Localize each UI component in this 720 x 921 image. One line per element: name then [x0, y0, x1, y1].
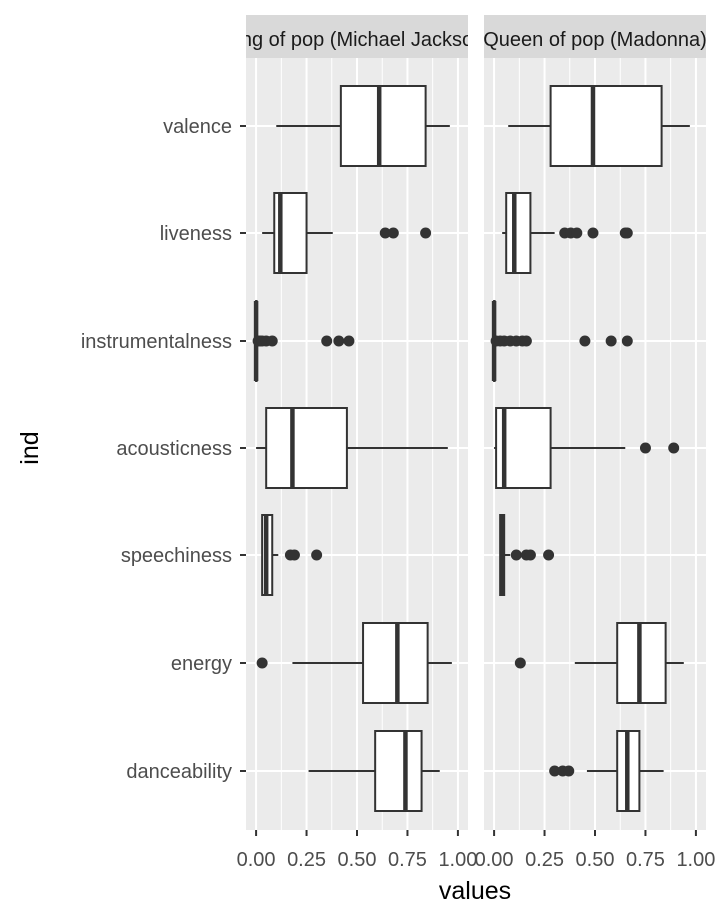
outlier-point [639, 442, 651, 454]
box-energy [514, 622, 684, 704]
facet-strip-label: King of pop (Michael Jackson) [223, 29, 491, 51]
outlier-point [571, 227, 583, 239]
outlier-point [510, 549, 522, 561]
x-tick-label: 0.75 [388, 849, 427, 871]
outlier-point [379, 227, 391, 239]
y-tick-label: danceability [126, 761, 232, 783]
outlier-point [266, 335, 278, 347]
outlier-point [420, 227, 432, 239]
box-speechiness [499, 514, 555, 596]
box-instrumentalness [252, 300, 355, 382]
y-tick-label: speechiness [121, 545, 232, 567]
outlier-point [549, 765, 561, 777]
x-axis-title: values [439, 877, 511, 905]
outlier-point [333, 335, 345, 347]
box-iqr [549, 85, 663, 167]
y-axis: valence liveness instrumentalness acousticn… [81, 116, 246, 783]
box-danceability [308, 730, 440, 812]
x-tick-label: 0.25 [287, 849, 326, 871]
box-liveness [262, 192, 432, 274]
facet-strip [484, 15, 706, 58]
x-tick-label: 0.00 [237, 849, 276, 871]
box-iqr [339, 85, 427, 167]
x-tick-label: 0.50 [576, 849, 615, 871]
outlier-point [621, 335, 633, 347]
outlier-point [256, 657, 268, 669]
box-iqr [505, 192, 532, 274]
box-energy [256, 622, 452, 704]
box-valence [508, 85, 690, 167]
outlier-point [563, 765, 575, 777]
outlier-point [343, 335, 355, 347]
box-valence [276, 85, 450, 167]
box-danceability [549, 730, 664, 812]
x-tick-label: 0.00 [475, 849, 514, 871]
x-tick-label: 0.25 [525, 849, 564, 871]
box-acousticness [494, 407, 680, 489]
outlier-point [543, 549, 555, 561]
outlier-point [520, 335, 532, 347]
outlier-point [288, 549, 300, 561]
x-tick-label: 0.75 [626, 849, 665, 871]
box-acousticness [256, 407, 448, 489]
outlier-point [579, 335, 591, 347]
box-iqr [374, 730, 423, 812]
y-axis-title: ind [16, 431, 44, 464]
y-tick-label: valence [163, 116, 232, 138]
box-speechiness [261, 514, 323, 596]
y-tick-label: energy [171, 653, 232, 675]
x-tick-label: 1.00 [676, 849, 715, 871]
facet-strip [246, 15, 468, 58]
x-tick-label: 0.50 [338, 849, 377, 871]
outlier-point [668, 442, 680, 454]
outlier-point [311, 549, 323, 561]
y-tick-label: acousticness [116, 438, 232, 460]
box-instrumentalness [490, 300, 633, 382]
outlier-point [387, 227, 399, 239]
facet-panels: King of pop (Michael Jackson) 0.00 0.25 0.5… [223, 15, 715, 871]
facet-panel: Queen of pop (Madonna) 0.00 0.25 0.50 0.75 1.… [475, 15, 715, 871]
y-tick-label: instrumentalness [81, 331, 232, 353]
outlier-point [321, 335, 333, 347]
outlier-point [587, 227, 599, 239]
box-iqr [265, 407, 348, 489]
outlier-point [605, 335, 617, 347]
outlier-point [524, 549, 536, 561]
outlier-point [514, 657, 526, 669]
y-tick-label: liveness [160, 223, 232, 245]
box-liveness [502, 192, 633, 274]
x-tick-label: 1.00 [438, 849, 477, 871]
facet-strip-label: Queen of pop (Madonna) [483, 29, 707, 51]
outlier-point [621, 227, 633, 239]
facet-panel: King of pop (Michael Jackson) 0.00 0.25 0.5… [223, 15, 491, 871]
